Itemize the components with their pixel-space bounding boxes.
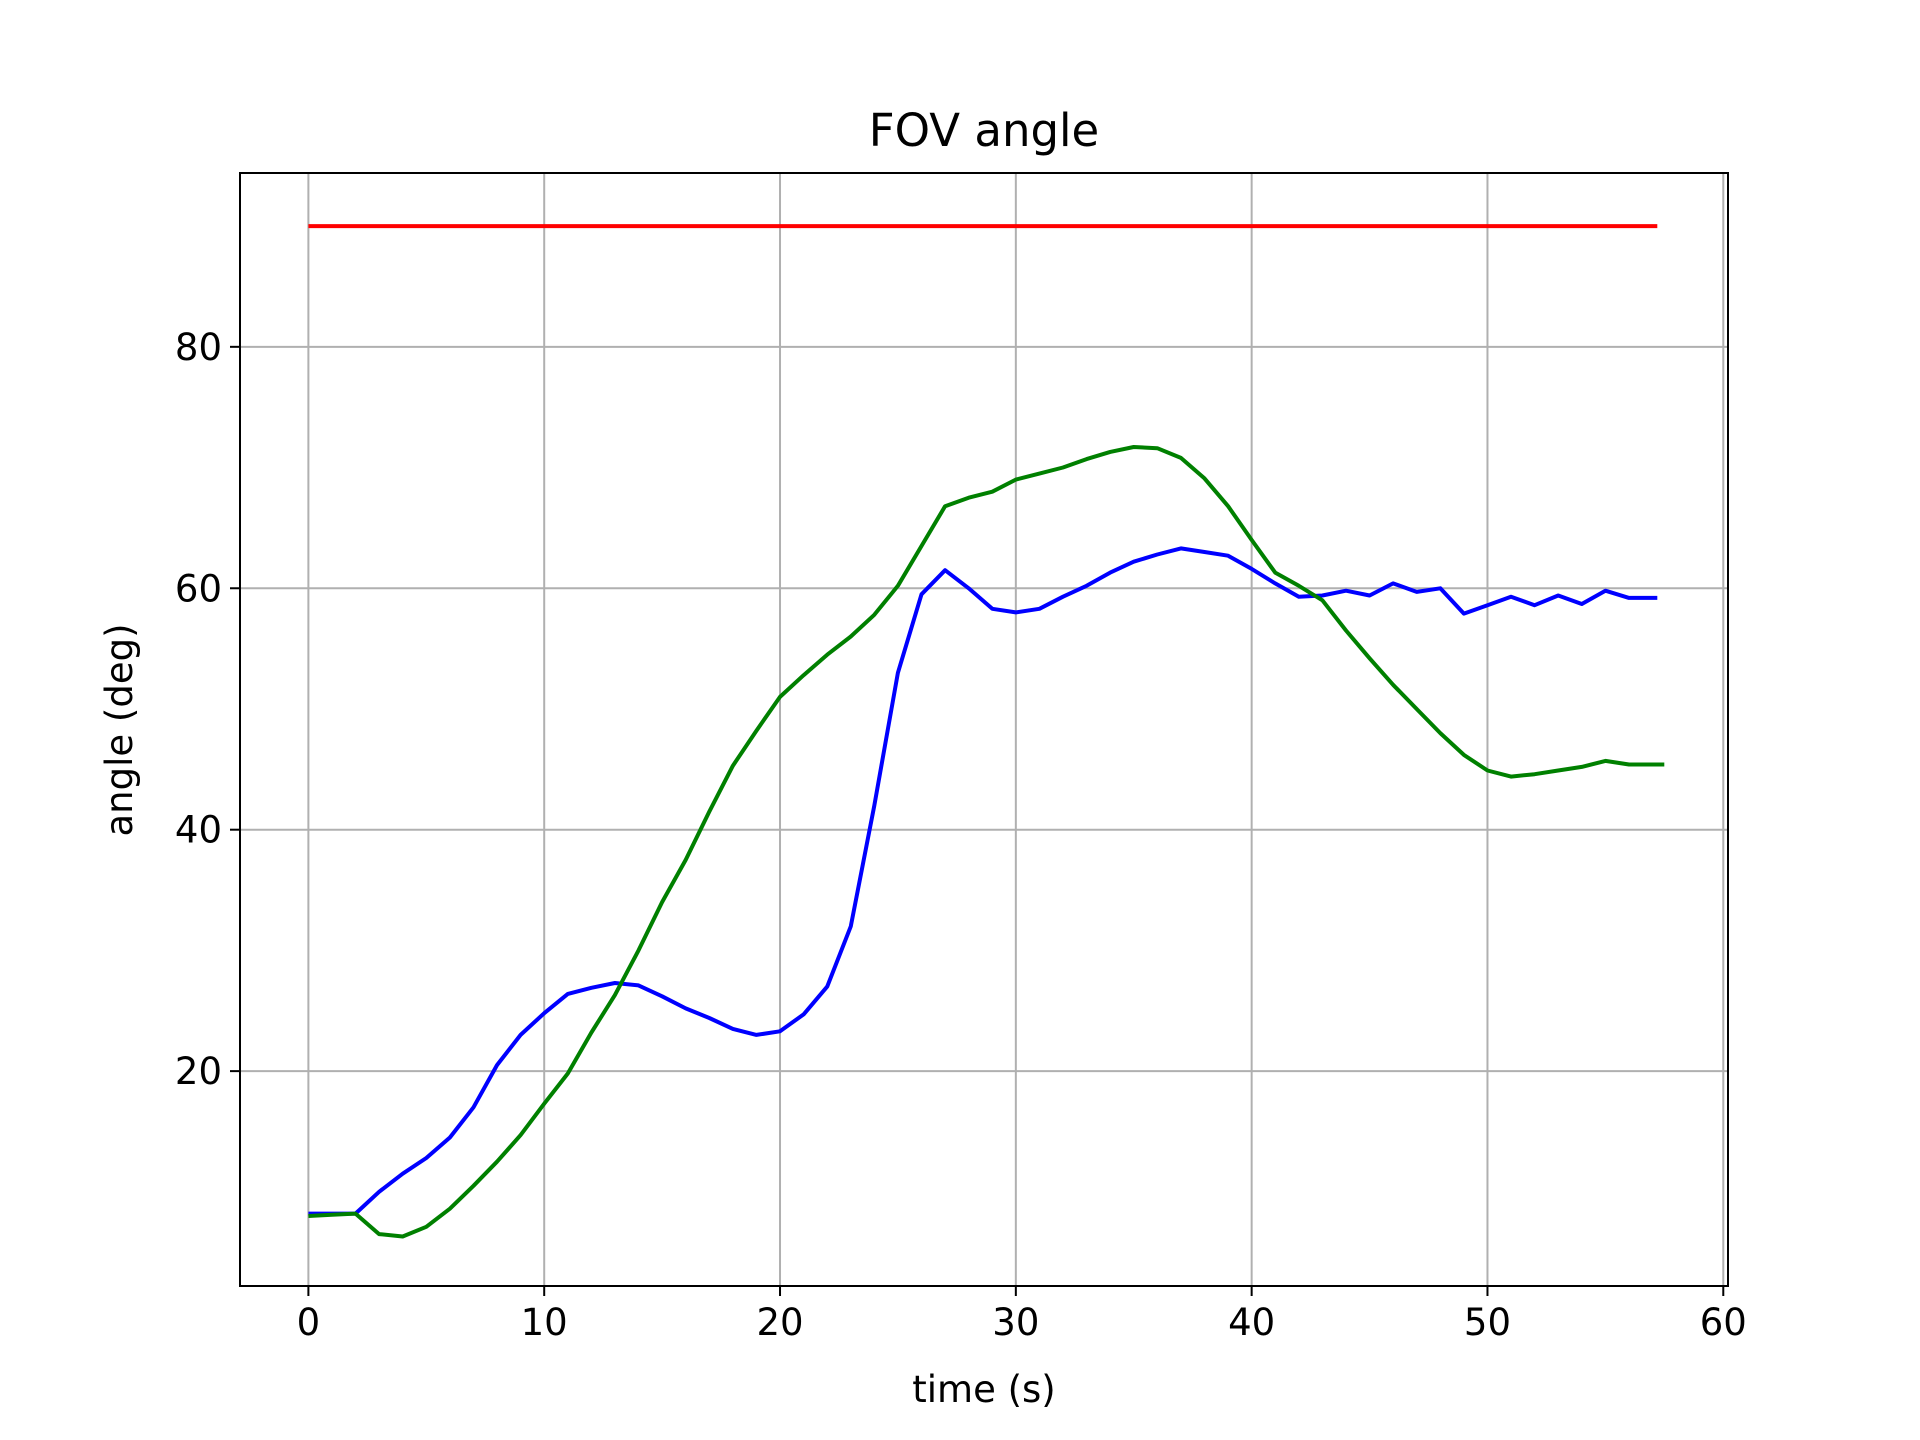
x-tick-label: 10	[521, 1301, 568, 1344]
plot-frame	[239, 172, 1729, 1287]
x-tick-label: 60	[1700, 1301, 1747, 1344]
chart-title: FOV angle	[869, 104, 1099, 157]
x-tick-label: 40	[1228, 1301, 1275, 1344]
x-tick-label: 20	[756, 1301, 803, 1344]
series-line-3	[308, 445, 1665, 1239]
y-tick-label: 60	[175, 567, 222, 610]
x-tick-label: 50	[1464, 1301, 1511, 1344]
y-tick-label: 80	[175, 326, 222, 369]
x-axis-label: time (s)	[912, 1368, 1056, 1411]
grid	[240, 173, 1728, 1286]
y-axis-label: angle (deg)	[98, 623, 141, 836]
series-lines	[308, 224, 1665, 1239]
x-tick-label: 0	[297, 1301, 321, 1344]
y-tick-label: 20	[175, 1050, 222, 1093]
series-line-2	[308, 546, 1658, 1216]
x-tick-label: 30	[992, 1301, 1039, 1344]
y-tick-label: 40	[175, 809, 222, 852]
axis-ticks: 0 10 20 30 40 50 60 20 40 60 80	[175, 326, 1747, 1344]
